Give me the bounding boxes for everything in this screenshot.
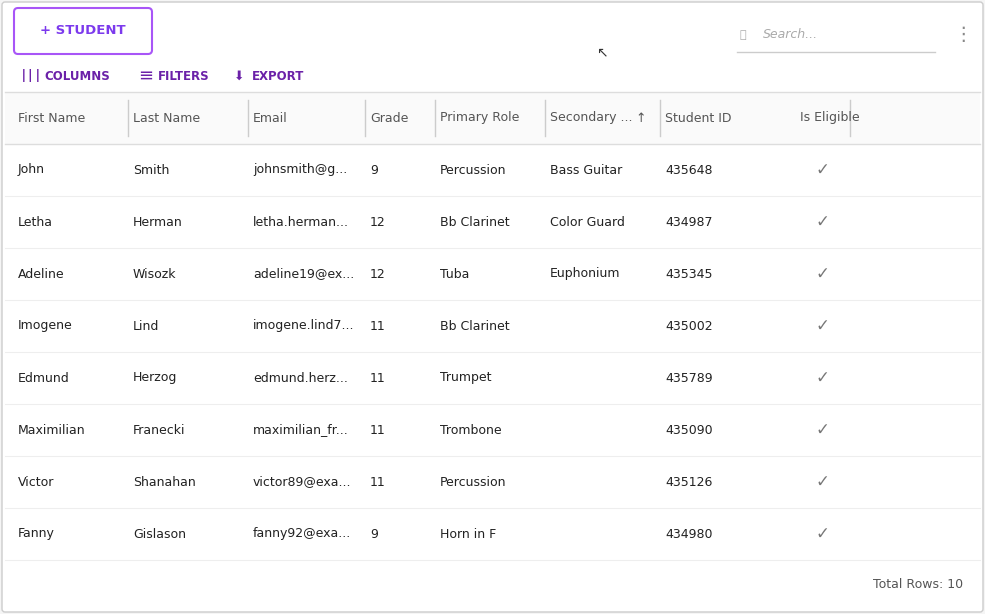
Text: ↑: ↑	[635, 112, 645, 125]
Text: Color Guard: Color Guard	[550, 216, 624, 228]
Text: 🔍: 🔍	[739, 30, 746, 40]
Text: Euphonium: Euphonium	[550, 268, 621, 281]
Text: maximilian_fr...: maximilian_fr...	[253, 424, 349, 437]
Text: Grade: Grade	[370, 112, 409, 125]
Text: Search...: Search...	[763, 28, 819, 42]
Text: letha.herman...: letha.herman...	[253, 216, 349, 228]
Text: Bb Clarinet: Bb Clarinet	[440, 216, 509, 228]
Text: Student ID: Student ID	[665, 112, 732, 125]
Text: Smith: Smith	[133, 163, 169, 176]
Bar	[5, 560, 980, 609]
Text: ✓: ✓	[815, 213, 829, 231]
Text: Percussion: Percussion	[440, 163, 506, 176]
Text: 9: 9	[370, 163, 378, 176]
Text: Franecki: Franecki	[133, 424, 185, 437]
Text: ⋮: ⋮	[953, 26, 973, 44]
Text: Imogene: Imogene	[18, 319, 73, 333]
Text: ✓: ✓	[815, 161, 829, 179]
Text: 435345: 435345	[665, 268, 712, 281]
Bar	[5, 300, 980, 352]
Text: imogene.lind7...: imogene.lind7...	[253, 319, 355, 333]
Text: 435090: 435090	[665, 424, 712, 437]
Text: ✓: ✓	[815, 265, 829, 283]
Text: Percussion: Percussion	[440, 475, 506, 489]
Bar	[5, 456, 980, 508]
Text: adeline19@ex...: adeline19@ex...	[253, 268, 355, 281]
Text: Gislason: Gislason	[133, 527, 186, 540]
Text: 12: 12	[370, 268, 386, 281]
Text: ✓: ✓	[815, 317, 829, 335]
Bar	[5, 144, 980, 196]
Text: First Name: First Name	[18, 112, 86, 125]
Text: Secondary ...: Secondary ...	[550, 112, 632, 125]
Text: 434980: 434980	[665, 527, 712, 540]
Text: ✓: ✓	[815, 473, 829, 491]
Text: ✓: ✓	[815, 525, 829, 543]
Text: Total Rows: 10: Total Rows: 10	[873, 578, 963, 591]
Text: Is Eligible: Is Eligible	[800, 112, 860, 125]
Text: 435126: 435126	[665, 475, 712, 489]
Text: fanny92@exa...: fanny92@exa...	[253, 527, 352, 540]
Text: Edmund: Edmund	[18, 371, 70, 384]
Bar	[5, 196, 980, 248]
Text: Herzog: Herzog	[133, 371, 177, 384]
Text: 434987: 434987	[665, 216, 712, 228]
Bar	[5, 508, 980, 560]
Text: 11: 11	[370, 424, 386, 437]
Bar	[5, 352, 980, 404]
Text: Tuba: Tuba	[440, 268, 470, 281]
Text: ↖: ↖	[596, 45, 608, 59]
Text: Letha: Letha	[18, 216, 53, 228]
Text: 435648: 435648	[665, 163, 712, 176]
Text: + STUDENT: + STUDENT	[40, 25, 126, 37]
Text: EXPORT: EXPORT	[252, 69, 304, 82]
Text: Herman: Herman	[133, 216, 183, 228]
Text: Email: Email	[253, 112, 288, 125]
Text: Primary Role: Primary Role	[440, 112, 519, 125]
Text: 435789: 435789	[665, 371, 712, 384]
Text: Lind: Lind	[133, 319, 160, 333]
Bar	[5, 248, 980, 300]
Text: Trombone: Trombone	[440, 424, 501, 437]
Text: Shanahan: Shanahan	[133, 475, 196, 489]
Text: ≡: ≡	[138, 67, 153, 85]
Text: Bb Clarinet: Bb Clarinet	[440, 319, 509, 333]
Text: 11: 11	[370, 371, 386, 384]
Bar	[5, 92, 980, 144]
Text: 435002: 435002	[665, 319, 712, 333]
Bar	[5, 404, 980, 456]
Text: victor89@exa...: victor89@exa...	[253, 475, 352, 489]
Text: 12: 12	[370, 216, 386, 228]
Text: Maximilian: Maximilian	[18, 424, 86, 437]
Text: 9: 9	[370, 527, 378, 540]
Text: Adeline: Adeline	[18, 268, 65, 281]
Text: Wisozk: Wisozk	[133, 268, 176, 281]
Text: 11: 11	[370, 475, 386, 489]
Text: FILTERS: FILTERS	[158, 69, 210, 82]
Text: John: John	[18, 163, 45, 176]
Text: 11: 11	[370, 319, 386, 333]
Text: Last Name: Last Name	[133, 112, 200, 125]
Text: ⬇: ⬇	[234, 69, 244, 82]
Text: Bass Guitar: Bass Guitar	[550, 163, 623, 176]
Text: Fanny: Fanny	[18, 527, 55, 540]
Text: ✓: ✓	[815, 369, 829, 387]
Text: Trumpet: Trumpet	[440, 371, 492, 384]
Text: johnsmith@g...: johnsmith@g...	[253, 163, 348, 176]
Text: Horn in F: Horn in F	[440, 527, 496, 540]
Text: ✓: ✓	[815, 421, 829, 439]
Text: Victor: Victor	[18, 475, 54, 489]
FancyBboxPatch shape	[14, 8, 152, 54]
Text: |||: |||	[20, 69, 42, 82]
Text: COLUMNS: COLUMNS	[44, 69, 109, 82]
Text: edmund.herz...: edmund.herz...	[253, 371, 348, 384]
